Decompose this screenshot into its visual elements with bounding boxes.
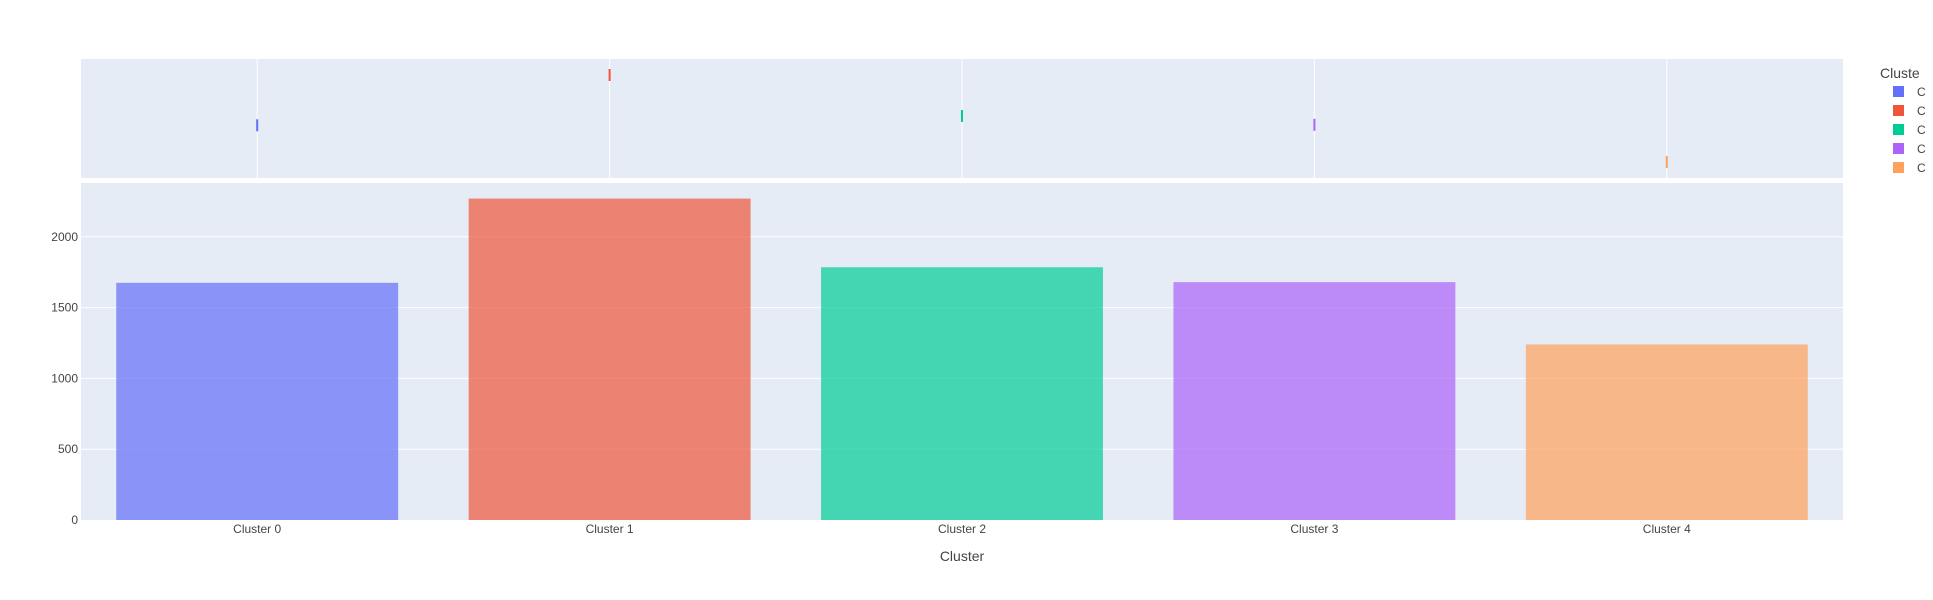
x-tick-label: Cluster 4 [1643,522,1691,536]
x-tick-label: Cluster 1 [586,522,634,536]
legend-label: C [1917,142,1926,156]
bar [1173,282,1456,520]
x-tick-label: Cluster 0 [233,522,281,536]
legend-swatch [1893,162,1904,173]
legend-swatch [1893,105,1904,116]
legend-title: Cluste [1880,65,1920,81]
legend-label: C [1917,161,1926,175]
bar [1525,344,1808,520]
y-tick-label: 1000 [51,371,78,385]
y-tick-labels: 0 500 1000 1500 2000 [51,230,78,527]
y-tick-label: 1500 [51,301,78,315]
bars [116,198,1808,521]
y-tick-label: 500 [58,442,78,456]
bar [468,198,751,521]
legend-swatch [1893,124,1904,135]
x-tick-labels: Cluster 0 Cluster 1 Cluster 2 Cluster 3 Clus… [233,522,1691,536]
bar [116,282,399,520]
legend-swatch [1893,86,1904,97]
legend-label: C [1917,104,1926,118]
legend-label: C [1917,85,1926,99]
y-tick-label: 0 [71,513,78,527]
x-axis-title: Cluster [940,548,985,564]
y-tick-label: 2000 [51,230,78,244]
legend-swatch [1893,143,1904,154]
legend-label: C [1917,123,1926,137]
x-tick-label: Cluster 2 [938,522,986,536]
x-tick-label: Cluster 3 [1290,522,1338,536]
rug-marks [256,69,1668,168]
bar [821,267,1103,520]
